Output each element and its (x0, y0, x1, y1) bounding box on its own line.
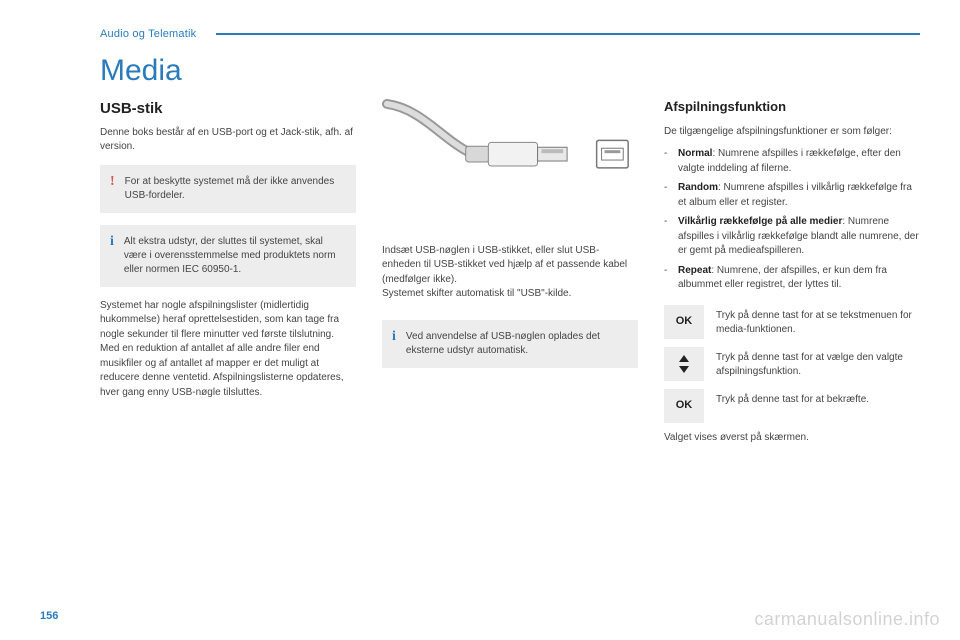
list-item: Vilkårlig rækkefølge på alle medier: Num… (664, 215, 920, 259)
list-item: Repeat: Numrene, der afspilles, er kun d… (664, 264, 920, 293)
triangle-up-icon (679, 355, 689, 362)
info-text-2: Ved anvendelse af USB-nøglen oplades det… (406, 330, 626, 358)
section-header: Audio og Telematik (100, 28, 920, 40)
usb-cable-illustration (382, 98, 638, 228)
playback-list: Normal: Numrene afspilles i rækkefølge, … (664, 147, 920, 293)
exclamation-icon: ! (110, 175, 115, 203)
key-desc: Tryk på denne tast for at vælge den valg… (716, 347, 920, 379)
watermark: carmanualsonline.info (754, 609, 940, 630)
arrow-buttons-icon (664, 347, 704, 381)
triangle-down-icon (679, 366, 689, 373)
ok-button-icon: OK (664, 305, 704, 339)
usb-heading: USB-stik (100, 98, 356, 120)
key-row-ok1: OK Tryk på denne tast for at se tekstmen… (664, 305, 920, 339)
playback-footer: Valget vises øverst på skærmen. (664, 431, 920, 446)
column-left: USB-stik Denne boks består af en USB-por… (100, 98, 356, 453)
usb-caption: Indsæt USB-nøglen i USB-stikket, eller s… (382, 244, 638, 302)
column-middle: Indsæt USB-nøglen i USB-stikket, eller s… (382, 98, 638, 453)
info-icon: i (392, 330, 396, 358)
key-desc: Tryk på denne tast for at se tekstmenuen… (716, 305, 920, 337)
playback-intro: De tilgængelige afspilningsfunktioner er… (664, 125, 920, 140)
info-text-1: Alt ekstra udstyr, der sluttes til syste… (124, 235, 344, 277)
info-callout-2: i Ved anvendelse af USB-nøglen oplades d… (382, 320, 638, 368)
playback-heading: Afspilningsfunktion (664, 98, 920, 117)
list-item: Normal: Numrene afspilles i rækkefølge, … (664, 147, 920, 176)
section-title: Audio og Telematik (100, 28, 196, 40)
key-row-ok2: OK Tryk på denne tast for at bekræfte. (664, 389, 920, 423)
warning-text: For at beskytte systemet må der ikke anv… (125, 175, 344, 203)
page-title: Media (100, 54, 920, 88)
key-desc: Tryk på denne tast for at bekræfte. (716, 389, 869, 407)
warning-callout: ! For at beskytte systemet må der ikke a… (100, 165, 356, 213)
usb-intro: Denne boks består af en USB-port og et J… (100, 126, 356, 155)
list-item: Random: Numrene afspilles i vilkårlig ræ… (664, 181, 920, 210)
usb-body: Systemet har nogle afspilningslister (mi… (100, 299, 356, 401)
header-rule (216, 33, 920, 35)
column-right: Afspilningsfunktion De tilgængelige afsp… (664, 98, 920, 453)
info-callout-1: i Alt ekstra udstyr, der sluttes til sys… (100, 225, 356, 287)
info-icon: i (110, 235, 114, 277)
page-number: 156 (40, 610, 58, 622)
ok-button-icon: OK (664, 389, 704, 423)
key-row-arrows: Tryk på denne tast for at vælge den valg… (664, 347, 920, 381)
